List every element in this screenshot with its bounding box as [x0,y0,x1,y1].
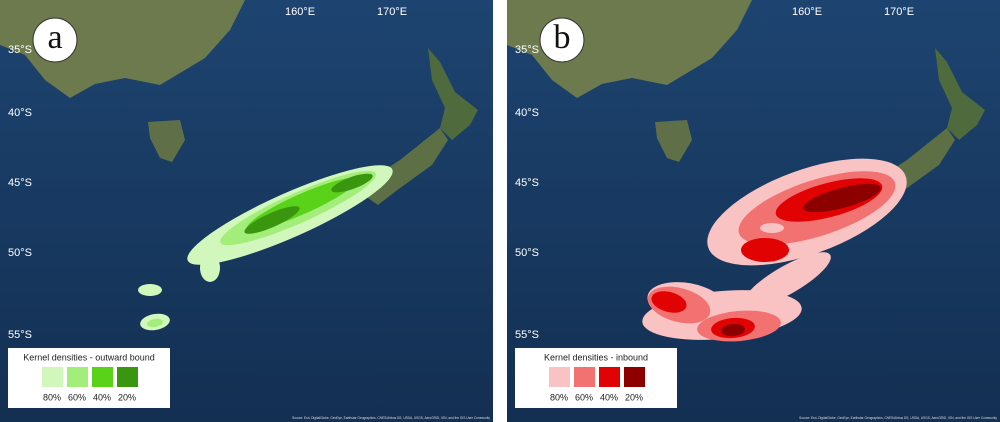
longitude-label: 160°E [792,6,822,18]
latitude-label: 35°S [8,44,32,56]
nz-south [365,128,448,205]
legend-title: Kernel densities - inbound [544,352,648,362]
tasmania [655,120,692,162]
legend-swatch [574,367,595,387]
latitude-label: 45°S [515,177,539,189]
panel-badge [539,17,585,63]
legend-label: 40% [93,392,111,402]
legend-label: 40% [600,392,618,402]
panel-label: a [47,19,62,56]
legend-label: 60% [575,392,593,402]
map-panel: 35°S 40°S 45°S 50°S 55°S 160°E 170°E b Kernel de… [507,0,1000,422]
latitude-label: 50°S [8,247,32,259]
density-contour [651,291,687,313]
legend-label: 80% [550,392,568,402]
legend-swatch [67,367,88,387]
density-contour [331,173,373,193]
density-contour [721,323,745,337]
density-hole [760,223,784,233]
legend-swatch [624,367,645,387]
longitude-label: 170°E [884,6,914,18]
attribution: Source: Esri, DigitalGlobe, GeoEye, Eart… [799,416,997,420]
longitude-label: 160°E [285,6,315,18]
legend-label: 20% [625,392,643,402]
legend-label: 60% [68,392,86,402]
panel-label: b [554,19,571,56]
legend-box [515,348,677,408]
tasmania [148,120,185,162]
latitude-label: 45°S [8,177,32,189]
legend-swatch [92,367,113,387]
latitude-label: 40°S [515,107,539,119]
latitude-label: 55°S [515,329,539,341]
latitude-label: 50°S [515,247,539,259]
density-contour [803,183,881,213]
panel-badge [32,17,78,63]
legend-swatch [117,367,138,387]
legend-swatch [599,367,620,387]
legend-title: Kernel densities - outward bound [23,352,155,362]
density-contour [200,254,220,282]
density-contour [138,284,162,296]
latitude-label: 35°S [515,44,539,56]
legend-swatch [42,367,63,387]
nz-north [935,48,985,140]
legend-label: 80% [43,392,61,402]
legend-label: 20% [118,392,136,402]
legend-box [8,348,170,408]
latitude-label: 40°S [8,107,32,119]
attribution: Source: Esri, DigitalGlobe, GeoEye, Eart… [292,416,490,420]
density-contour [244,206,300,234]
map-panel: 35°S 40°S 45°S 50°S 55°S 160°E 170°E a Kernel de… [0,0,493,422]
density-contour [147,318,163,328]
legend-swatch [549,367,570,387]
density-contour [743,252,831,308]
density-contour [741,238,789,262]
nz-north [428,48,478,140]
longitude-label: 170°E [377,6,407,18]
latitude-label: 55°S [8,329,32,341]
